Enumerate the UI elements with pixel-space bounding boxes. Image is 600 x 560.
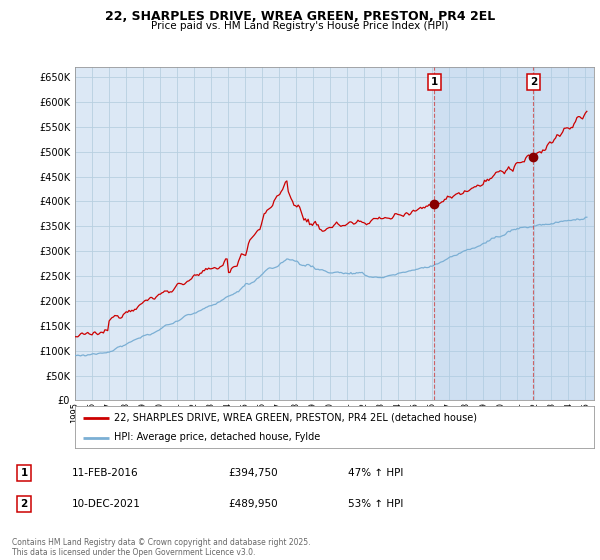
Text: 53% ↑ HPI: 53% ↑ HPI bbox=[348, 499, 403, 509]
Text: 2: 2 bbox=[530, 77, 537, 87]
Text: Contains HM Land Registry data © Crown copyright and database right 2025.
This d: Contains HM Land Registry data © Crown c… bbox=[12, 538, 311, 557]
Bar bbox=[434, 67, 594, 400]
Text: £394,750: £394,750 bbox=[228, 468, 278, 478]
Text: £489,950: £489,950 bbox=[228, 499, 278, 509]
Text: 2: 2 bbox=[20, 499, 28, 509]
Text: 47% ↑ HPI: 47% ↑ HPI bbox=[348, 468, 403, 478]
Text: 22, SHARPLES DRIVE, WREA GREEN, PRESTON, PR4 2EL: 22, SHARPLES DRIVE, WREA GREEN, PRESTON,… bbox=[105, 10, 495, 23]
Text: Price paid vs. HM Land Registry's House Price Index (HPI): Price paid vs. HM Land Registry's House … bbox=[151, 21, 449, 31]
Text: 10-DEC-2021: 10-DEC-2021 bbox=[72, 499, 141, 509]
Text: 1: 1 bbox=[431, 77, 438, 87]
Text: HPI: Average price, detached house, Fylde: HPI: Average price, detached house, Fyld… bbox=[114, 432, 320, 442]
Text: 22, SHARPLES DRIVE, WREA GREEN, PRESTON, PR4 2EL (detached house): 22, SHARPLES DRIVE, WREA GREEN, PRESTON,… bbox=[114, 413, 477, 423]
Text: 1: 1 bbox=[20, 468, 28, 478]
Text: 11-FEB-2016: 11-FEB-2016 bbox=[72, 468, 139, 478]
